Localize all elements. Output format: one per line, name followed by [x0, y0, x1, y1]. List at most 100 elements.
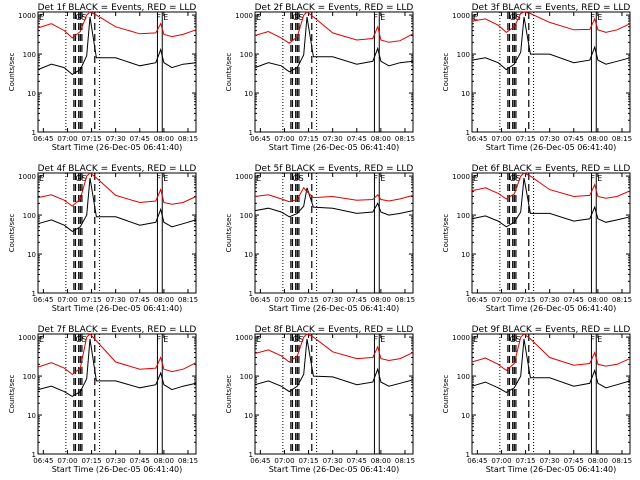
y-tick-label: 100 — [240, 51, 253, 59]
y-tick-label: 100 — [457, 373, 470, 381]
x-tick-label: 08:15 — [178, 135, 198, 143]
x-tick-label: 08:00 — [371, 135, 391, 143]
x-tick-label: 07:15 — [298, 135, 318, 143]
plot-frame — [254, 172, 414, 294]
x-tick-label: 08:15 — [612, 135, 632, 143]
x-axis-label: Start Time (26-Dec-05 06:41:40) — [52, 465, 183, 474]
marker-label: GS — [75, 13, 86, 22]
marker-label: GS — [75, 335, 86, 344]
x-tick-label: 08:15 — [612, 457, 632, 465]
marker-label: F — [590, 13, 595, 22]
x-axis-label: Start Time (26-Dec-05 06:41:40) — [269, 143, 400, 152]
y-tick-label: 1000 — [452, 12, 470, 20]
marker-label: F — [373, 335, 378, 344]
x-axis-label: Start Time (26-Dec-05 06:41:40) — [486, 143, 617, 152]
marker-label: GS — [292, 13, 303, 22]
marker-label: E — [163, 174, 168, 183]
panel-title: Det 4f BLACK = Events, RED = LLD — [38, 164, 197, 174]
x-tick-label: 07:00 — [57, 457, 77, 465]
y-axis-label: Counts/sec — [8, 214, 16, 253]
x-tick-label: 07:45 — [130, 296, 150, 304]
x-tick-label: 07:45 — [564, 296, 584, 304]
x-tick-label: 08:00 — [371, 457, 391, 465]
marker-label: F — [156, 13, 161, 22]
y-tick-label: 1000 — [18, 334, 36, 342]
corner-label: E — [256, 13, 261, 22]
marker-label: F — [590, 174, 595, 183]
x-tick-label: 07:00 — [274, 135, 294, 143]
marker-label: F — [373, 174, 378, 183]
y-tick-label: 1 — [249, 129, 253, 137]
y-tick-label: 1 — [32, 290, 36, 298]
corner-label: E — [39, 13, 44, 22]
y-tick-label: 1000 — [18, 173, 36, 181]
marker-label: F — [590, 335, 595, 344]
marker-label: E — [380, 13, 385, 22]
x-tick-label: 08:15 — [395, 296, 415, 304]
series-line-events — [254, 338, 414, 393]
y-tick-label: 1000 — [452, 173, 470, 181]
series-line-events — [37, 338, 197, 397]
y-tick-label: 1 — [32, 451, 36, 459]
plot-frame — [471, 172, 631, 294]
x-tick-label: 06:45 — [467, 457, 487, 465]
corner-label: E — [39, 335, 44, 344]
marker-label: E — [163, 13, 168, 22]
x-tick-label: 08:15 — [612, 296, 632, 304]
x-tick-label: 07:30 — [106, 296, 126, 304]
marker-label: E — [597, 335, 602, 344]
x-tick-label: 07:30 — [540, 296, 560, 304]
marker-label: GS — [509, 174, 520, 183]
x-tick-label: 08:00 — [154, 457, 174, 465]
x-tick-label: 06:45 — [33, 296, 53, 304]
x-tick-label: 06:45 — [250, 457, 270, 465]
y-tick-label: 1 — [466, 451, 470, 459]
series-line-lld — [471, 333, 631, 372]
y-tick-label: 1000 — [235, 12, 253, 20]
y-tick-label: 10 — [461, 251, 470, 259]
x-tick-label: 08:00 — [154, 296, 174, 304]
x-tick-label: 07:15 — [515, 135, 535, 143]
plot-frame — [37, 172, 197, 294]
x-tick-label: 06:45 — [467, 296, 487, 304]
x-axis-label: Start Time (26-Dec-05 06:41:40) — [52, 143, 183, 152]
x-tick-label: 07:00 — [491, 135, 511, 143]
marker-label: GS — [75, 174, 86, 183]
panel-title: Det 8f BLACK = Events, RED = LLD — [255, 325, 414, 335]
y-tick-label: 1 — [249, 290, 253, 298]
y-axis-label: Counts/sec — [225, 53, 233, 92]
corner-label: E — [473, 13, 478, 22]
plot-frame — [471, 11, 631, 133]
y-axis-label: Counts/sec — [225, 375, 233, 414]
x-tick-label: 06:45 — [467, 135, 487, 143]
x-tick-label: 07:15 — [81, 296, 101, 304]
x-tick-label: 07:15 — [515, 457, 535, 465]
x-axis-label: Start Time (26-Dec-05 06:41:40) — [52, 304, 183, 313]
marker-label: E — [380, 335, 385, 344]
plot-frame — [254, 11, 414, 133]
y-tick-label: 10 — [244, 90, 253, 98]
y-tick-label: 1000 — [452, 334, 470, 342]
series-line-lld — [37, 333, 197, 376]
plot-frame — [254, 333, 414, 455]
y-tick-label: 100 — [457, 212, 470, 220]
y-tick-label: 10 — [27, 412, 36, 420]
series-line-lld — [254, 333, 414, 363]
series-line-events — [471, 177, 631, 228]
marker-label: GS — [292, 174, 303, 183]
x-tick-label: 07:15 — [81, 457, 101, 465]
series-line-lld — [37, 172, 197, 207]
y-tick-label: 10 — [461, 412, 470, 420]
x-tick-label: 07:15 — [515, 296, 535, 304]
x-tick-label: 07:00 — [274, 457, 294, 465]
x-tick-label: 07:15 — [81, 135, 101, 143]
marker-label: GS — [292, 335, 303, 344]
x-tick-label: 08:15 — [178, 296, 198, 304]
series-line-lld — [254, 186, 414, 203]
x-tick-label: 08:15 — [395, 135, 415, 143]
panel-title: Det 6f BLACK = Events, RED = LLD — [472, 164, 631, 174]
y-tick-label: 100 — [240, 212, 253, 220]
series-line-events — [37, 16, 197, 76]
